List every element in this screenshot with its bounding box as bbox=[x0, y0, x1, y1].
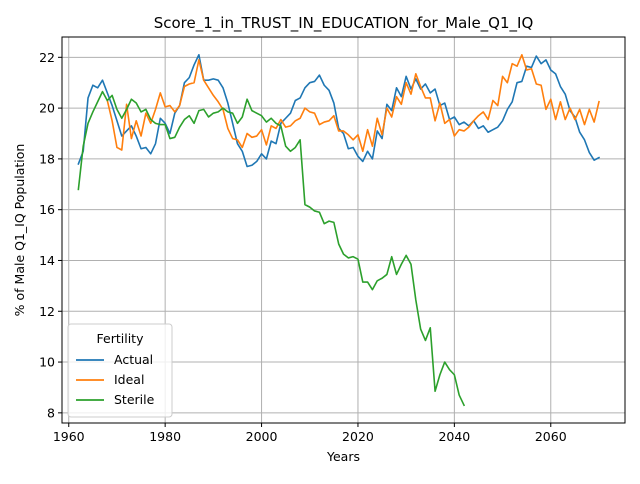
x-axis-ticks: 1960 1980 2000 2020 2040 2060 bbox=[53, 423, 567, 444]
x-axis-label: Years bbox=[326, 449, 360, 464]
y-tick-label: 20 bbox=[39, 101, 55, 116]
chart-title: Score_1_in_TRUST_IN_EDUCATION_for_Male_Q… bbox=[154, 14, 534, 33]
y-tick-label: 22 bbox=[39, 50, 55, 65]
x-tick-label: 1980 bbox=[149, 429, 181, 444]
plot-frame bbox=[61, 36, 626, 424]
legend-label-sterile: Sterile bbox=[114, 392, 155, 407]
legend-title: Fertility bbox=[97, 331, 145, 346]
x-tick-label: 2040 bbox=[438, 429, 470, 444]
series-line-sterile bbox=[77, 90, 466, 407]
legend: Fertility Actual Ideal Sterile bbox=[67, 323, 173, 418]
x-tick-label: 1960 bbox=[53, 429, 85, 444]
x-tick-label: 2020 bbox=[342, 429, 374, 444]
legend-label-ideal: Ideal bbox=[114, 372, 144, 387]
x-tick-label: 2060 bbox=[535, 429, 567, 444]
y-tick-label: 10 bbox=[39, 355, 55, 370]
series-lines bbox=[77, 53, 601, 407]
legend-box bbox=[67, 323, 173, 418]
y-axis-ticks: 8 10 12 14 16 18 20 22 bbox=[39, 50, 62, 420]
legend-entries: Actual Ideal Sterile bbox=[76, 352, 155, 407]
y-tick-label: 12 bbox=[39, 304, 55, 319]
y-tick-label: 14 bbox=[39, 253, 55, 268]
legend-label-actual: Actual bbox=[114, 352, 153, 367]
y-tick-label: 8 bbox=[47, 405, 55, 420]
series-line-ideal bbox=[106, 53, 600, 153]
y-tick-label: 16 bbox=[39, 202, 55, 217]
y-tick-label: 18 bbox=[39, 151, 55, 166]
y-axis-label: % of Male Q1_IQ Population bbox=[12, 144, 27, 317]
x-tick-label: 2000 bbox=[246, 429, 278, 444]
